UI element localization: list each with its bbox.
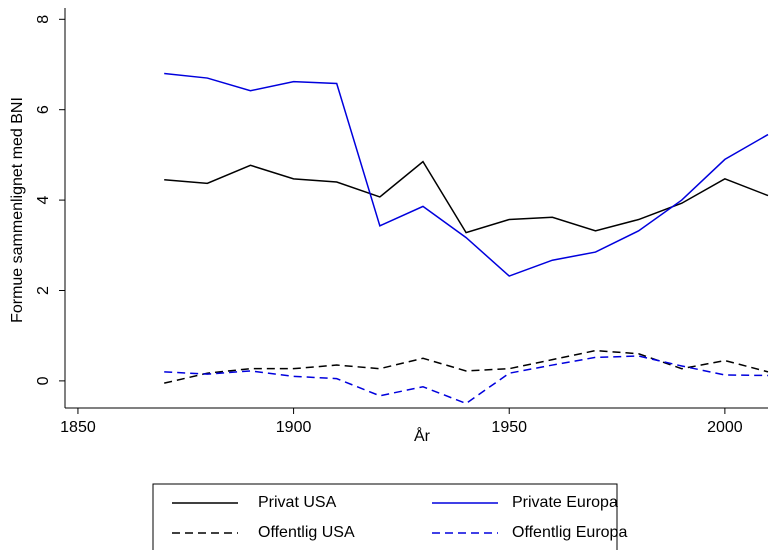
legend-label: Private Europa (512, 494, 618, 511)
y-tick-label: 4 (35, 196, 52, 205)
y-tick-label: 8 (35, 15, 52, 24)
y-axis-label: Formue sammenlignet med BNI (9, 97, 26, 323)
series-line (164, 349, 769, 384)
series-line (164, 72, 769, 277)
legend-label: Privat USA (258, 494, 337, 511)
legend-label: Offentlig Europa (512, 524, 627, 541)
series-line (164, 355, 769, 405)
y-tick-label: 6 (35, 105, 52, 114)
legend-label: Offentlig USA (258, 524, 355, 541)
x-axis-label: År (414, 426, 431, 445)
series-line (164, 160, 769, 234)
x-tick-label: 1950 (491, 419, 527, 436)
x-tick-label: 1900 (276, 419, 312, 436)
y-tick-label: 0 (35, 376, 52, 385)
x-tick-label: 2000 (707, 419, 743, 436)
legend-box (152, 483, 618, 550)
y-tick-label: 2 (35, 286, 52, 295)
x-tick-label: 1850 (60, 419, 96, 436)
